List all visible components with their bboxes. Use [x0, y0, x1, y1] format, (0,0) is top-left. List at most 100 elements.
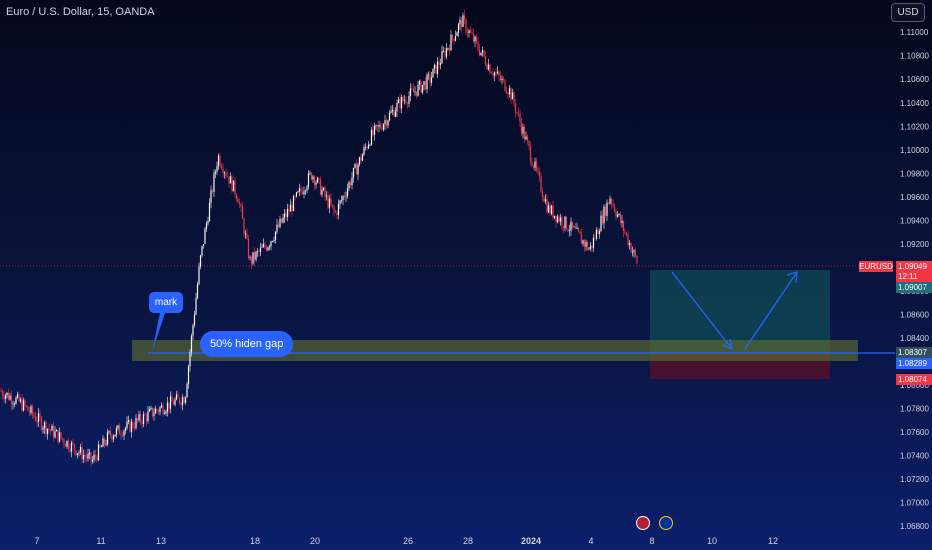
y-tick-label: 1.09800 [900, 169, 929, 178]
candle-body [34, 416, 37, 421]
y-tick-label: 1.09600 [900, 193, 929, 202]
candle-body [496, 71, 499, 74]
candle-body [199, 255, 202, 267]
candle-body [555, 215, 557, 223]
candle-body [597, 229, 599, 234]
candle-body [466, 32, 469, 34]
candle-body [474, 36, 476, 42]
y-tick-label: 1.07200 [900, 475, 929, 484]
candle-body [222, 168, 224, 173]
candle-body [486, 64, 488, 70]
candle-body [561, 217, 563, 227]
candle-body [412, 89, 415, 93]
candle-body [630, 243, 632, 253]
candle-body [99, 444, 101, 447]
candle-body [169, 396, 172, 409]
candle-body [403, 100, 406, 101]
candle-body [118, 425, 121, 435]
candle-body [369, 144, 371, 146]
candle-body [151, 407, 154, 416]
candle-body [165, 411, 167, 414]
target-zone [650, 270, 830, 353]
candle-body [330, 198, 332, 205]
y-tick-label: 1.09400 [900, 216, 929, 225]
x-tick-label: 12 [768, 536, 778, 546]
candle-body [256, 251, 259, 252]
candle-body [556, 216, 559, 223]
candle-body [30, 406, 32, 413]
candle-body [390, 111, 392, 113]
candle-body [105, 444, 107, 445]
last-price-tag: 1.09049 [896, 261, 932, 272]
candle-body [399, 99, 401, 109]
candle-body [598, 231, 601, 234]
projection-arrows [671, 271, 798, 351]
candle-body [84, 454, 86, 457]
candle-body [142, 414, 145, 425]
candle-body [210, 190, 212, 203]
candle-body [580, 234, 583, 244]
x-tick-label: 26 [403, 536, 413, 546]
candle-body [219, 155, 221, 166]
candle-body [538, 171, 541, 177]
candle-body [205, 223, 208, 229]
candle-body [526, 136, 529, 141]
currency-button[interactable]: USD [891, 3, 925, 22]
x-axis[interactable]: 7 11 13 18 20 26 28 2024 4 8 10 12 [34, 536, 778, 546]
candle-body [18, 394, 20, 402]
candle-body [430, 77, 433, 83]
candle-body [33, 414, 35, 417]
candle-body [42, 428, 44, 430]
candle-body [204, 228, 206, 244]
y-tick-label: 1.08600 [900, 310, 929, 319]
candle-body [631, 251, 634, 253]
candle-body [190, 335, 193, 353]
candle-body [490, 73, 493, 74]
candle-body [343, 196, 346, 197]
candle-body [565, 216, 568, 230]
candle-body [237, 199, 239, 203]
mark-callout[interactable]: mark [149, 292, 183, 313]
y-tick-label: 1.08000 [900, 381, 929, 390]
candle-body [238, 202, 241, 204]
candle-body [336, 212, 338, 216]
us-flag-icon[interactable] [636, 516, 650, 530]
candle-body [429, 74, 431, 83]
candle-body [16, 394, 19, 398]
candle-body [130, 421, 133, 432]
candle-body [529, 146, 532, 162]
candle-body [82, 454, 85, 460]
candle-body [357, 164, 359, 175]
candle-body [181, 397, 184, 405]
candle-body [100, 446, 103, 448]
candle-body [145, 415, 148, 422]
gap-label[interactable]: 50% hiden gap [200, 331, 294, 357]
candle-body [541, 191, 544, 198]
candle-body [97, 444, 100, 461]
candle-body [124, 428, 127, 431]
candle-body [280, 218, 283, 223]
candle-body [94, 454, 97, 457]
candle-body [366, 147, 368, 149]
candle-body [48, 428, 50, 430]
candle-body [346, 188, 349, 197]
candle-body [535, 161, 538, 170]
candle-body [172, 401, 175, 405]
candle-body [15, 397, 17, 404]
candle-body [505, 91, 508, 94]
candle-body [106, 432, 109, 445]
candle-body [634, 250, 637, 256]
candle-body [516, 112, 518, 113]
candle-body [207, 221, 209, 224]
candle-body [64, 444, 67, 447]
candle-body [333, 206, 335, 212]
candle-body [387, 120, 389, 126]
candle-body [160, 405, 163, 408]
eu-flag-icon[interactable] [659, 516, 673, 530]
candle-body [544, 199, 547, 202]
candle-body [442, 51, 445, 52]
candle-body [306, 186, 308, 191]
candle-body [216, 166, 218, 172]
mark-callout-pointer [152, 313, 165, 352]
